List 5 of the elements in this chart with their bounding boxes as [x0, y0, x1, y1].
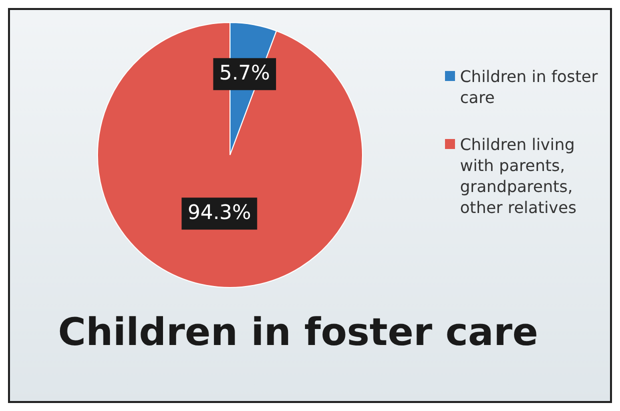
- legend-label: Children in foster care: [460, 66, 599, 108]
- data-label: 94.3%: [188, 200, 252, 224]
- text: Children in foster care: [58, 310, 538, 354]
- data-label: 5.7%: [219, 60, 270, 84]
- slice-label: Children living with parents, grandparents, other relatives: [460, 134, 578, 218]
